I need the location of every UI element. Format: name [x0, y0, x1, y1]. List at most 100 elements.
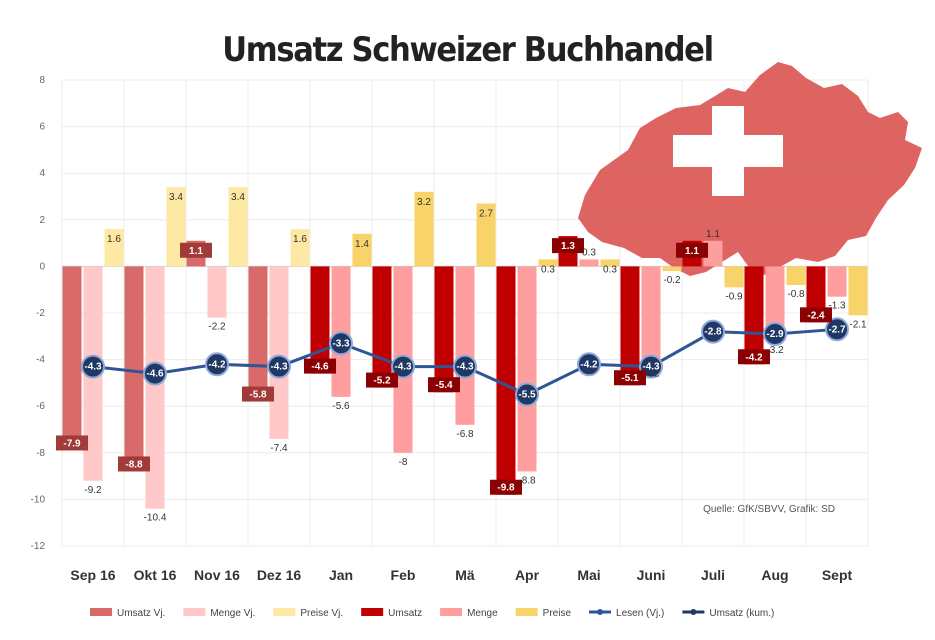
bar: [517, 266, 537, 472]
legend-label: Menge: [467, 608, 498, 619]
data-label: 1.4: [355, 239, 369, 250]
bar: [269, 266, 289, 439]
data-label-box: [614, 370, 646, 386]
line-point-label: -4.2: [208, 359, 226, 370]
data-label: -8.8: [518, 475, 536, 486]
data-label: -5.1: [621, 373, 639, 384]
line-point: [453, 354, 477, 379]
bar: [248, 266, 268, 402]
bar: [434, 266, 454, 393]
data-label-box: [56, 435, 88, 451]
bar: [744, 266, 764, 365]
data-label: -7.4: [270, 443, 288, 454]
legend-swatch: [440, 608, 463, 616]
grid: [61, 79, 869, 547]
y-tick-label: 8: [39, 75, 45, 86]
data-label: 3.4: [169, 192, 183, 203]
x-tick-label: Nov 16: [194, 567, 240, 583]
bar: [310, 266, 330, 374]
x-tick-label: Apr: [515, 567, 540, 583]
data-label: 1.1: [706, 229, 720, 240]
bar: [827, 266, 847, 297]
data-label: -5.2: [373, 376, 391, 387]
x-tick-label: Dez 16: [257, 567, 302, 583]
source-note: Quelle: GfK/SBVV, Grafik: SD: [703, 504, 835, 515]
data-label: -0.8: [787, 289, 805, 300]
bar: [145, 266, 165, 509]
line-point-label: -4.3: [394, 362, 412, 373]
x-tick-label: Mai: [577, 567, 600, 583]
data-label: -8: [399, 457, 408, 468]
y-tick-label: 0: [39, 261, 45, 272]
data-label: -6.8: [456, 429, 474, 440]
data-label-box: [366, 372, 398, 388]
data-label: 1.3: [561, 241, 575, 252]
x-tick-label: Sept: [822, 567, 853, 583]
data-label: -4.6: [311, 362, 329, 373]
legend-label: Umsatz (kum.): [709, 608, 774, 619]
data-label: 0.3: [541, 264, 555, 275]
data-label-box: [242, 386, 274, 402]
data-label: -2.4: [807, 310, 825, 321]
x-tick-label: Okt 16: [134, 567, 177, 583]
data-label-box: [490, 479, 522, 495]
line-point-label: -3.3: [332, 338, 350, 349]
line-point: [577, 352, 601, 377]
y-tick-label: 2: [39, 215, 45, 226]
data-label: -1.3: [828, 301, 846, 312]
y-tick-label: -10: [31, 494, 46, 505]
chart-title: Umsatz Schweizer Buchhandel: [222, 30, 714, 70]
bar: [352, 233, 372, 267]
x-tick-label: Aug: [761, 567, 788, 583]
data-label-box: [180, 242, 212, 258]
legend-swatch: [273, 608, 296, 616]
switzerland-map-icon: [578, 62, 922, 276]
data-label: 1.1: [189, 246, 203, 257]
bar: [703, 240, 723, 267]
bar: [662, 266, 682, 272]
data-label: -4.2: [642, 368, 660, 379]
legend-label: Preise Vj.: [300, 608, 343, 619]
data-label: 3.4: [231, 192, 245, 203]
line-point-label: -4.2: [580, 359, 598, 370]
data-label-box: [552, 238, 584, 254]
bar: [124, 266, 144, 472]
legend-marker: [597, 609, 604, 615]
legend-swatch: [183, 608, 206, 616]
line-point-label: -4.3: [456, 362, 474, 373]
x-tick-label: Jan: [329, 567, 353, 583]
line-point-label: -4.3: [642, 362, 660, 373]
data-label: -5.8: [249, 390, 267, 401]
y-tick-label: -4: [36, 355, 45, 366]
data-label-box: [738, 349, 770, 365]
data-label: 1.6: [293, 234, 307, 245]
line-point: [515, 382, 539, 407]
bar: [207, 266, 227, 318]
legend-label: Umsatz: [388, 608, 422, 619]
line-point: [391, 354, 415, 379]
data-label: -4.2: [745, 352, 763, 363]
x-tick-label: Juni: [637, 567, 666, 583]
legend-swatch: [515, 608, 538, 616]
lines: -4.3-4.6-4.2 -4.3-3.3-4.3 -4.3-5.5-4.2 -4.3…: [81, 317, 849, 407]
data-label: -7.9: [63, 438, 81, 449]
y-tick-label: -6: [36, 401, 45, 412]
data-label-box: [118, 456, 150, 472]
data-label: -10.4: [144, 513, 167, 524]
line-point-label: -2.8: [704, 327, 722, 338]
line-point: [701, 319, 725, 344]
line-point-label: -2.9: [766, 329, 784, 340]
data-label-box: [304, 358, 336, 374]
bar: [290, 229, 310, 267]
x-tick-label: Feb: [391, 567, 416, 583]
x-tick-label: Juli: [701, 567, 725, 583]
bar: [765, 266, 785, 341]
line-point: [205, 352, 229, 377]
data-label: -2.2: [208, 322, 226, 333]
legend-swatch: [361, 608, 384, 616]
data-label: 3.2: [417, 197, 431, 208]
line-point: [329, 331, 353, 356]
bar: [786, 266, 806, 286]
data-label: -0.9: [725, 291, 743, 302]
